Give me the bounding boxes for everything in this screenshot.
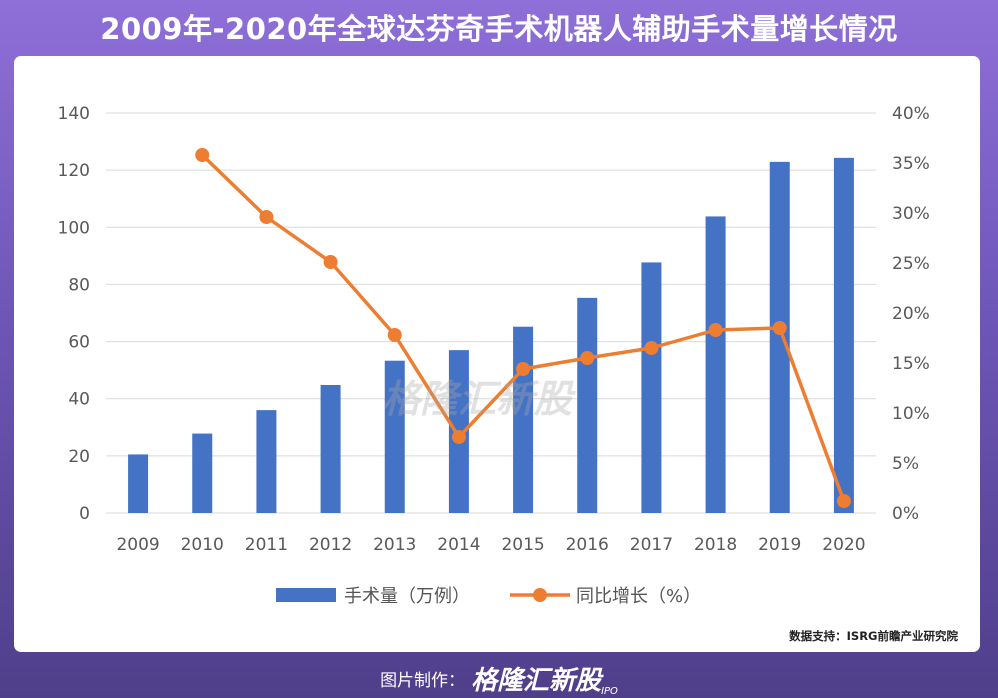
x-tick-label: 2020: [822, 535, 865, 555]
x-tick-label: 2010: [181, 535, 224, 555]
y-right-tick-label: 25%: [892, 254, 930, 274]
bar: [384, 360, 405, 513]
source-note: 数据支持：ISRG前瞻产业研究院: [789, 629, 958, 643]
legend-label-line: 同比增长（%）: [576, 586, 701, 607]
growth-point: [387, 328, 402, 342]
x-tick-label: 2012: [309, 535, 352, 555]
bar: [256, 410, 277, 513]
bar-series: [128, 157, 854, 513]
y-left-tick-label: 60: [68, 333, 90, 353]
bar: [833, 157, 854, 513]
x-tick-label: 2009: [116, 535, 159, 555]
growth-point: [451, 430, 466, 444]
bar: [128, 454, 149, 513]
combo-chart: 0 20 40 60 80 100 120 140 0% 5% 10% 15% 20% 25% 30% 35…: [58, 104, 930, 607]
bar: [705, 216, 726, 513]
y-left-tick-label: 40: [68, 390, 90, 410]
legend-label-bar: 手术量（万例）: [344, 586, 470, 607]
x-tick-label: 2019: [758, 535, 801, 555]
chart-card: 0 20 40 60 80 100 120 140 0% 5% 10% 15% 20% 25% 30% 35…: [14, 56, 980, 652]
growth-point: [580, 351, 595, 365]
bar: [641, 262, 662, 513]
y-left-tick-label: 100: [58, 218, 90, 238]
growth-point: [323, 255, 338, 269]
y-left-tick-label: 80: [68, 275, 90, 295]
footer: 图片制作： 格隆汇新股IPO: [0, 660, 998, 697]
bar: [192, 433, 213, 513]
x-axis-labels: 2009 2010 2011 2012 2013 2014 2015 2016 2017 2018…: [116, 535, 865, 555]
x-tick-label: 2011: [245, 535, 288, 555]
x-tick-label: 2018: [694, 535, 737, 555]
growth-point: [708, 323, 723, 337]
y-right-tick-label: 15%: [892, 354, 930, 374]
growth-point: [259, 210, 274, 224]
y-right-tick-label: 5%: [892, 454, 919, 474]
y-right-tick-label: 0%: [892, 504, 919, 524]
bar: [577, 297, 598, 513]
x-tick-label: 2015: [501, 535, 544, 555]
x-tick-label: 2016: [566, 535, 609, 555]
growth-point: [195, 148, 210, 162]
x-tick-label: 2017: [630, 535, 673, 555]
y-right-tick-label: 30%: [892, 204, 930, 224]
y-left-tick-label: 120: [58, 161, 90, 181]
y-right-tick-label: 20%: [892, 304, 930, 324]
footer-ipo: IPO: [601, 686, 618, 697]
bar: [320, 385, 341, 513]
growth-point: [644, 341, 659, 355]
growth-point: [836, 494, 851, 508]
y-axis-right-labels: 0% 5% 10% 15% 20% 25% 30% 35% 40%: [892, 104, 930, 524]
x-tick-label: 2014: [437, 535, 480, 555]
x-tick-label: 2013: [373, 535, 416, 555]
legend-swatch-bar: [276, 588, 336, 602]
y-right-tick-label: 35%: [892, 154, 930, 174]
bar: [769, 161, 790, 513]
growth-point: [772, 321, 787, 335]
footer-brand: 格隆汇新股: [471, 666, 602, 696]
legend-swatch-point: [533, 588, 547, 602]
y-left-tick-label: 20: [68, 447, 90, 467]
growth-point: [516, 362, 531, 376]
line-series: [195, 148, 851, 508]
footer-label: 图片制作：: [380, 671, 466, 691]
page-title: 2009年-2020年全球达芬奇手术机器人辅助手术量增长情况: [100, 12, 898, 46]
y-left-tick-label: 0: [79, 504, 90, 524]
y-axis-left-labels: 0 20 40 60 80 100 120 140: [58, 104, 90, 524]
y-right-tick-label: 10%: [892, 404, 930, 424]
watermark: 格隆汇新股: [382, 377, 573, 421]
y-right-tick-label: 40%: [892, 104, 930, 124]
y-left-tick-label: 140: [58, 104, 90, 124]
gridlines: [106, 112, 876, 514]
legend: 手术量（万例） 同比增长（%）: [276, 586, 701, 607]
